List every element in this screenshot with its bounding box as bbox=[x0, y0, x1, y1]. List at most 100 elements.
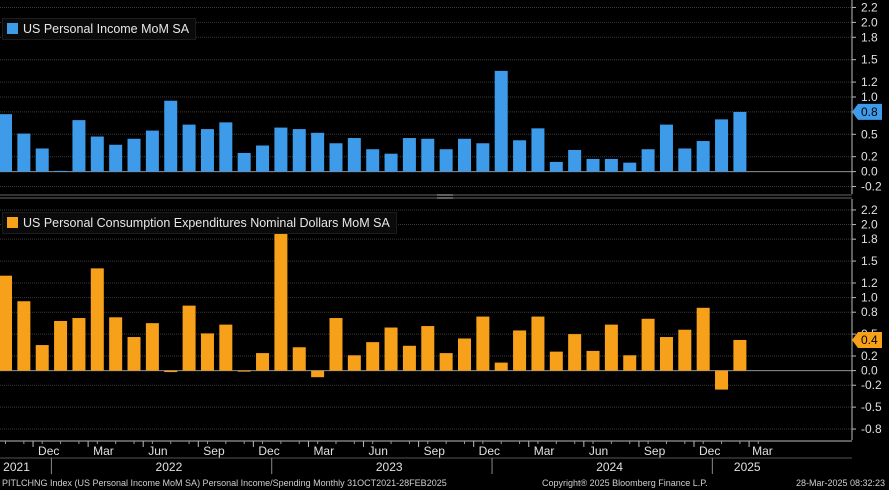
income-bar[interactable] bbox=[274, 127, 288, 172]
income-bar[interactable] bbox=[145, 130, 159, 172]
consumption-bar[interactable] bbox=[35, 345, 49, 371]
consumption-bar[interactable] bbox=[72, 318, 86, 371]
income-bar[interactable] bbox=[366, 149, 380, 172]
consumption-bar[interactable] bbox=[568, 334, 582, 371]
income-bar[interactable] bbox=[531, 128, 545, 172]
income-bar[interactable] bbox=[733, 111, 747, 172]
income-bar[interactable] bbox=[237, 152, 251, 172]
consumption-bar[interactable] bbox=[733, 339, 747, 371]
income-bar[interactable] bbox=[384, 153, 398, 172]
consumption-bar[interactable] bbox=[164, 370, 178, 373]
income-bar[interactable] bbox=[90, 136, 104, 172]
income-legend[interactable]: US Personal Income MoM SA bbox=[2, 18, 197, 40]
x-year-label: 2022 bbox=[156, 460, 183, 474]
consumption-bar[interactable] bbox=[586, 350, 600, 371]
consumption-bar[interactable] bbox=[458, 338, 471, 371]
income-bar[interactable] bbox=[292, 129, 306, 172]
consumption-bar[interactable] bbox=[145, 323, 159, 371]
consumption-bar[interactable] bbox=[678, 329, 692, 371]
income-ytick-label: 1.2 bbox=[861, 75, 878, 89]
income-bar[interactable] bbox=[586, 158, 600, 172]
income-bar[interactable] bbox=[549, 161, 563, 172]
income-bar[interactable] bbox=[311, 132, 325, 172]
income-bar[interactable] bbox=[329, 143, 343, 172]
income-bar[interactable] bbox=[402, 138, 416, 172]
income-bar[interactable] bbox=[54, 170, 68, 172]
consumption-bar[interactable] bbox=[182, 305, 196, 371]
consumption-bar[interactable] bbox=[513, 330, 527, 371]
income-bar[interactable] bbox=[568, 149, 582, 172]
consumption-bar[interactable] bbox=[274, 231, 288, 371]
x-month-label: Mar bbox=[534, 444, 555, 458]
income-bar[interactable] bbox=[35, 148, 49, 172]
consumption-bar[interactable] bbox=[237, 370, 251, 372]
income-bar[interactable] bbox=[604, 158, 618, 172]
income-bar[interactable] bbox=[17, 133, 31, 172]
income-bar[interactable] bbox=[256, 145, 270, 172]
consumption-bar[interactable] bbox=[696, 307, 710, 371]
x-month-label: Jun bbox=[589, 444, 608, 458]
x-month-label: Dec bbox=[479, 444, 500, 458]
income-bar[interactable] bbox=[458, 138, 471, 172]
income-bar[interactable] bbox=[659, 124, 673, 172]
panel-divider[interactable] bbox=[0, 194, 852, 199]
consumption-bar[interactable] bbox=[604, 324, 618, 371]
consumption-bar[interactable] bbox=[200, 333, 214, 371]
consumption-bar[interactable] bbox=[311, 370, 325, 378]
consumption-bar[interactable] bbox=[329, 318, 343, 371]
consumption-bar[interactable] bbox=[549, 351, 563, 371]
consumption-bar[interactable] bbox=[659, 337, 673, 371]
x-year-label: 2021 bbox=[3, 460, 30, 474]
consumption-legend[interactable]: US Personal Consumption Expenditures Nom… bbox=[2, 212, 397, 234]
consumption-bar[interactable] bbox=[256, 353, 270, 371]
income-bar[interactable] bbox=[421, 138, 435, 172]
income-bar[interactable] bbox=[109, 144, 123, 172]
income-bar[interactable] bbox=[715, 119, 729, 172]
income-bar[interactable] bbox=[164, 100, 178, 172]
consumption-bar[interactable] bbox=[531, 316, 545, 371]
income-bar[interactable] bbox=[641, 149, 655, 172]
consumption-bar[interactable] bbox=[402, 345, 416, 371]
consumption-bar[interactable] bbox=[0, 275, 12, 371]
footer-source: PITLCHNG Index (US Personal Income MoM S… bbox=[2, 478, 447, 488]
consumption-bar[interactable] bbox=[54, 320, 68, 371]
consumption-bar[interactable] bbox=[127, 337, 141, 371]
income-ytick-label: 0.2 bbox=[861, 150, 878, 164]
consumption-bar[interactable] bbox=[292, 347, 306, 371]
income-bar[interactable] bbox=[127, 138, 141, 172]
consumption-bar[interactable] bbox=[109, 317, 123, 371]
consumption-bar[interactable] bbox=[421, 326, 435, 371]
consumption-bar[interactable] bbox=[623, 355, 637, 371]
income-last-value-label: 0.8 bbox=[861, 105, 878, 119]
consumption-bar[interactable] bbox=[494, 362, 508, 371]
income-bar[interactable] bbox=[513, 140, 527, 172]
income-bar[interactable] bbox=[347, 138, 361, 172]
income-bar[interactable] bbox=[623, 162, 637, 172]
consumption-bar[interactable] bbox=[641, 318, 655, 371]
consumption-ytick-label: -0.2 bbox=[861, 378, 882, 392]
income-bar[interactable] bbox=[696, 141, 710, 172]
income-bar[interactable] bbox=[72, 120, 86, 172]
consumption-bar[interactable] bbox=[384, 327, 398, 371]
income-bar[interactable] bbox=[0, 114, 12, 172]
consumption-bar[interactable] bbox=[90, 268, 104, 371]
consumption-bar[interactable] bbox=[439, 353, 453, 371]
income-legend-label: US Personal Income MoM SA bbox=[23, 22, 190, 36]
consumption-bar[interactable] bbox=[715, 370, 729, 390]
consumption-bar[interactable] bbox=[17, 301, 31, 371]
consumption-legend-label: US Personal Consumption Expenditures Nom… bbox=[23, 216, 390, 230]
income-bar[interactable] bbox=[439, 149, 453, 172]
income-bar[interactable] bbox=[200, 129, 214, 172]
income-bar[interactable] bbox=[678, 148, 692, 172]
x-month-label: Sep bbox=[644, 444, 666, 458]
income-bar[interactable] bbox=[182, 124, 196, 172]
consumption-bar[interactable] bbox=[476, 316, 490, 371]
income-bar[interactable] bbox=[494, 70, 508, 172]
income-ytick-label: 1.5 bbox=[861, 53, 878, 67]
consumption-bar[interactable] bbox=[366, 342, 380, 371]
consumption-legend-swatch bbox=[7, 217, 18, 228]
consumption-bar[interactable] bbox=[347, 355, 361, 371]
consumption-bar[interactable] bbox=[219, 324, 233, 371]
income-bar[interactable] bbox=[476, 143, 490, 172]
income-bar[interactable] bbox=[219, 122, 233, 172]
